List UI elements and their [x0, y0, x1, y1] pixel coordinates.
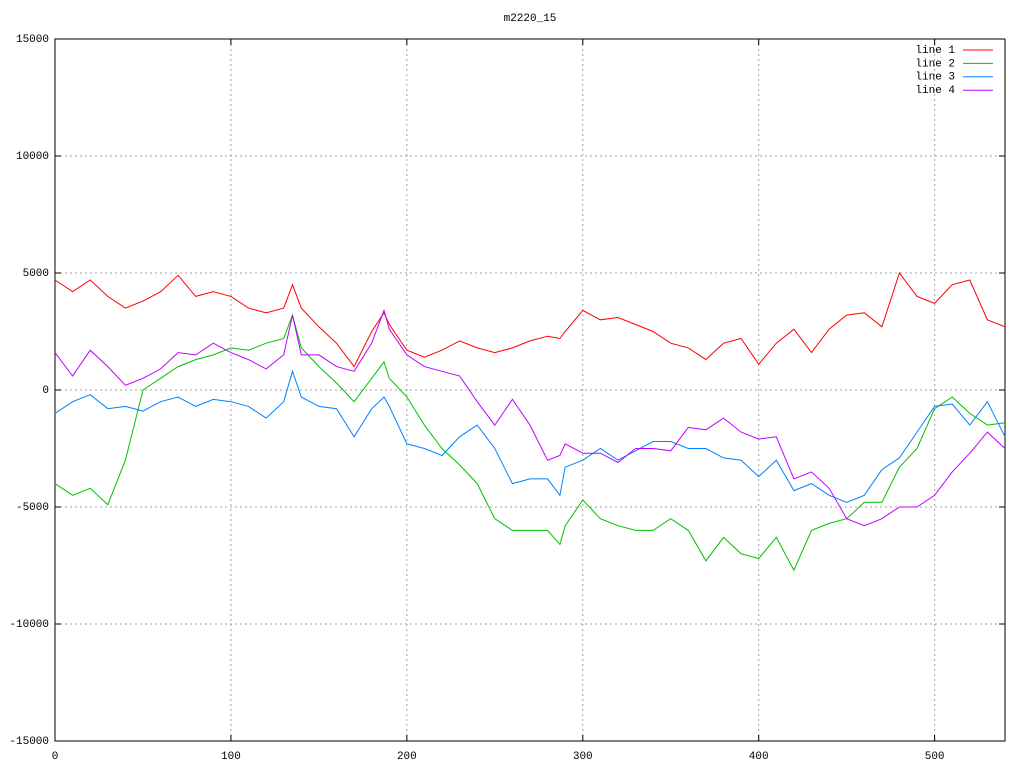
legend-label: line 3 — [915, 72, 955, 84]
legend-label: line 1 — [915, 45, 955, 57]
data-line — [54, 308, 1006, 527]
legend-label: line 2 — [915, 58, 955, 70]
legend-label: line 4 — [915, 85, 955, 97]
x-tick-label: 400 — [749, 751, 769, 763]
plot-border — [54, 38, 1006, 742]
data-line — [54, 369, 1006, 503]
chart-title: m2220_15 — [504, 13, 557, 25]
data-line — [54, 313, 1006, 572]
y-tick-label: 0 — [42, 385, 49, 397]
x-tick-label: 200 — [397, 751, 417, 763]
y-tick-label: -15000 — [9, 736, 49, 748]
y-tick-label: 10000 — [16, 151, 49, 163]
y-tick-label: -5000 — [16, 502, 49, 514]
x-tick-label: 500 — [925, 751, 945, 763]
x-tick-label: 300 — [573, 751, 593, 763]
y-tick-label: 5000 — [23, 268, 49, 280]
x-tick-label: 0 — [52, 751, 59, 763]
data-line — [54, 271, 1006, 368]
y-tick-label: 15000 — [16, 34, 49, 46]
y-tick-label: -10000 — [9, 619, 49, 631]
x-tick-label: 100 — [221, 751, 241, 763]
